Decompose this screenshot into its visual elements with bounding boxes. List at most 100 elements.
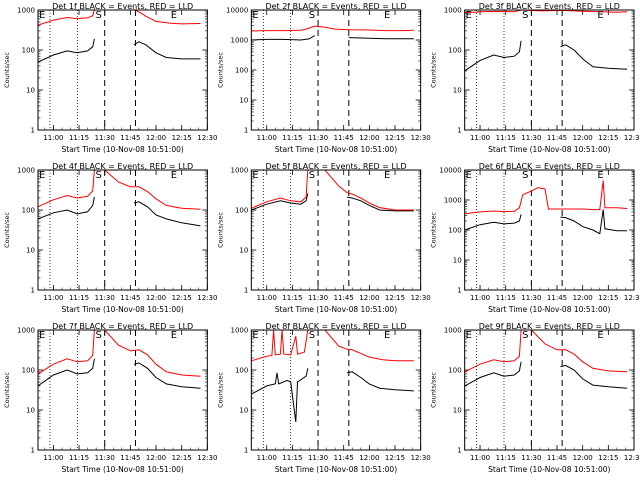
x-axis-label: Start Time (10-Nov-08 10:51:00)	[275, 465, 397, 474]
x-tick-label: 12:30	[411, 454, 431, 462]
x-tick-label: 11:45	[334, 134, 354, 142]
y-axis-label: Counts/sec	[430, 52, 438, 88]
x-tick-label: 12:00	[359, 454, 379, 462]
y-axis-label: Counts/sec	[3, 372, 11, 408]
y-tick-label: 1	[457, 287, 461, 295]
chart-panel-9: Det 9f BLACK = Events, RED = LLD Counts/s…	[430, 322, 640, 474]
marker-label: E	[466, 330, 472, 341]
marker-label: S	[95, 10, 101, 21]
y-tick-label: 10	[239, 97, 248, 105]
x-tick-label: 12:15	[172, 454, 192, 462]
marker-label: E	[39, 10, 45, 21]
x-tick-label: 12:30	[624, 134, 640, 142]
marker-label: E	[171, 170, 177, 181]
y-tick-label: 10	[26, 247, 35, 255]
x-tick-label: 11:30	[521, 294, 541, 302]
events-series-line	[38, 196, 201, 227]
lld-series-line	[251, 170, 414, 211]
y-tick-label: 100	[448, 367, 461, 375]
chart-panel-3: Det 3f BLACK = Events, RED = LLD Counts/s…	[430, 2, 640, 154]
x-tick-label: 11:45	[547, 454, 567, 462]
y-tick-label: 10	[453, 407, 462, 415]
lld-series-line	[464, 330, 628, 373]
x-tick-label: 11:15	[69, 454, 89, 462]
chart-title: Det 1f BLACK = Events, RED = LLD	[52, 2, 193, 11]
events-series-line	[464, 361, 628, 389]
x-axis-label: Start Time (10-Nov-08 10:51:00)	[488, 305, 610, 314]
plot-frame	[37, 329, 208, 451]
x-tick-label: 12:30	[624, 294, 640, 302]
x-tick-label: 12:15	[598, 294, 618, 302]
y-tick-label: 100	[22, 47, 35, 55]
x-tick-label: 12:00	[573, 294, 593, 302]
x-tick-label: 11:15	[496, 134, 516, 142]
x-tick-label: 12:00	[359, 294, 379, 302]
lld-series-line	[251, 330, 414, 362]
plot-frame	[250, 169, 422, 291]
marker-label: S	[522, 10, 528, 21]
x-tick-label: 11:00	[257, 294, 277, 302]
x-tick-label: 11:15	[282, 294, 302, 302]
x-axis-label: Start Time (10-Nov-08 10:51:00)	[62, 305, 184, 314]
x-axis-label: Start Time (10-Nov-08 10:51:00)	[275, 145, 397, 154]
x-tick-label: 11:45	[120, 454, 140, 462]
x-tick-label: 11:15	[69, 294, 89, 302]
x-tick-label: 11:30	[95, 454, 115, 462]
marker-label: E	[466, 170, 472, 181]
x-tick-label: 11:45	[334, 294, 354, 302]
y-tick-label: 100	[235, 67, 248, 75]
chart-panel-8: Det 8f BLACK = Events, RED = LLD Counts/s…	[216, 322, 430, 474]
y-axis-label: Counts/sec	[3, 212, 11, 248]
lld-series-line	[38, 170, 201, 210]
y-axis-label: Counts/sec	[3, 52, 11, 88]
marker-label: S	[95, 330, 101, 341]
y-tick-label: 1000	[231, 167, 249, 175]
x-tick-label: 11:00	[257, 134, 277, 142]
plot-frame	[250, 9, 422, 131]
x-tick-label: 12:00	[359, 134, 379, 142]
x-tick-label: 12:30	[197, 294, 217, 302]
y-tick-label: 100	[22, 207, 35, 215]
marker-label: E	[597, 330, 603, 341]
y-tick-label: 10	[239, 247, 248, 255]
y-tick-label: 10	[26, 87, 35, 95]
y-tick-label: 1	[244, 127, 248, 135]
y-tick-label: 1000	[444, 7, 462, 15]
x-tick-label: 11:30	[308, 454, 328, 462]
x-tick-label: 12:00	[146, 294, 166, 302]
x-tick-label: 12:15	[172, 294, 192, 302]
y-tick-label: 1000	[231, 327, 249, 335]
x-tick-label: 11:30	[521, 454, 541, 462]
events-series-line	[38, 38, 201, 63]
x-tick-label: 11:45	[334, 454, 354, 462]
y-tick-label: 10000	[439, 167, 461, 175]
marker-label: S	[309, 170, 315, 181]
y-tick-label: 1000	[17, 327, 35, 335]
events-series-line	[251, 193, 414, 212]
y-tick-label: 10000	[226, 7, 248, 15]
chart-title: Det 3f BLACK = Events, RED = LLD	[479, 2, 620, 11]
events-series-line	[251, 35, 414, 41]
x-tick-label: 11:00	[470, 134, 490, 142]
x-tick-label: 12:15	[385, 294, 405, 302]
x-tick-label: 12:30	[197, 134, 217, 142]
x-tick-label: 11:00	[470, 454, 490, 462]
x-tick-label: 11:45	[547, 294, 567, 302]
y-tick-label: 1000	[17, 7, 35, 15]
marker-label: S	[309, 330, 315, 341]
x-tick-label: 11:45	[547, 134, 567, 142]
marker-label: E	[252, 330, 258, 341]
y-tick-label: 1000	[444, 327, 462, 335]
x-tick-label: 11:15	[282, 454, 302, 462]
y-tick-label: 1	[244, 287, 248, 295]
x-tick-label: 11:00	[470, 294, 490, 302]
y-tick-label: 1000	[444, 197, 462, 205]
x-tick-label: 12:15	[598, 134, 618, 142]
marker-label: S	[95, 170, 101, 181]
y-tick-label: 10	[239, 407, 248, 415]
x-axis-label: Start Time (10-Nov-08 10:51:00)	[488, 145, 610, 154]
y-tick-label: 1000	[17, 167, 35, 175]
x-tick-label: 11:30	[308, 134, 328, 142]
marker-label: E	[384, 330, 390, 341]
